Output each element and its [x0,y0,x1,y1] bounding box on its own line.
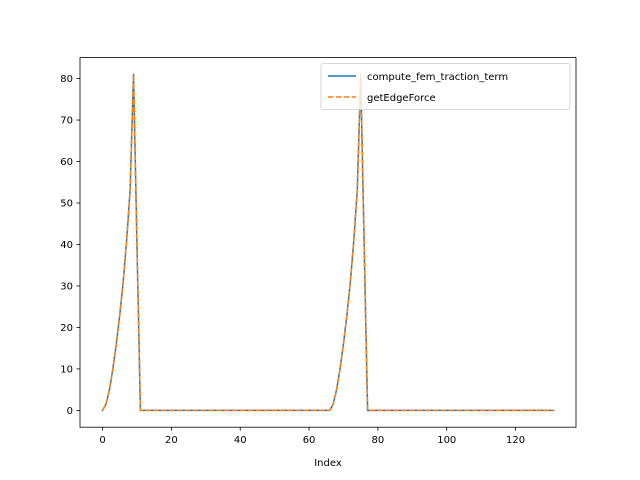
x-tick-label-80: 80 [372,435,385,446]
series-line-get-edge-force [101,73,554,412]
x-axis-ticks: 0 20 40 60 80 100 120 [99,427,525,446]
x-tick-label-100: 100 [437,435,456,446]
x-tick-label-60: 60 [303,435,316,446]
y-axis-ticks: 0 10 20 30 40 50 60 70 80 [60,74,80,417]
x-axis-label: Index [314,458,342,469]
y-tick-label-10: 10 [60,364,73,375]
plot-area [79,57,577,428]
x-tick-label-40: 40 [234,435,247,446]
x-tick-label-20: 20 [165,435,178,446]
y-tick-label-60: 60 [60,157,73,168]
y-tick-label-30: 30 [60,281,73,292]
y-tick-label-70: 70 [60,116,73,127]
legend-box [320,63,571,110]
legend: compute_fem_traction_term getEdgeForce [320,63,571,110]
y-tick-label-20: 20 [60,323,73,334]
legend-label-get-edge-force: getEdgeForce [367,93,436,104]
x-tick-label-120: 120 [506,435,525,446]
series-line-compute-fem-traction-term [101,73,555,412]
y-tick-label-80: 80 [60,74,73,85]
y-tick-label-40: 40 [60,240,73,251]
y-tick-label-0: 0 [67,406,73,417]
series-layer [101,73,555,412]
x-tick-label-0: 0 [99,435,105,446]
legend-label-compute-fem-traction-term: compute_fem_traction_term [367,72,508,83]
y-tick-label-50: 50 [60,198,73,209]
